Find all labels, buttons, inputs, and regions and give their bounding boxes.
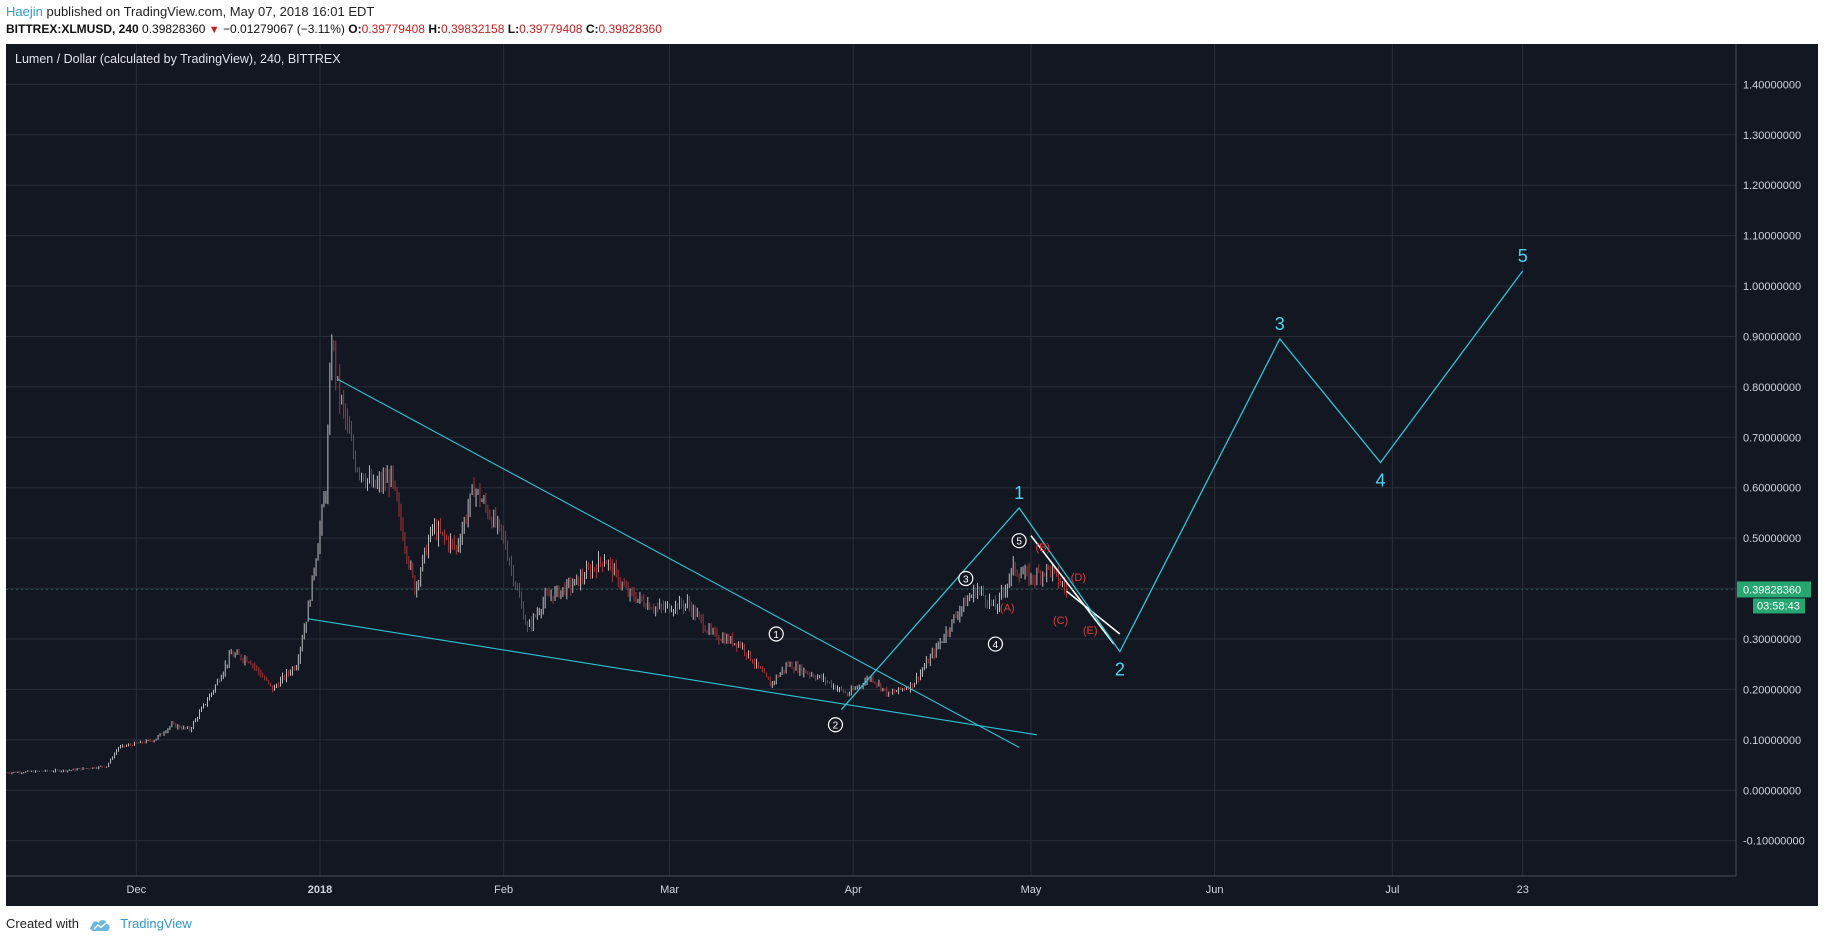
abcde-label: (C) [1053, 615, 1068, 627]
countdown-tag [1753, 598, 1805, 614]
last-price-tag [1737, 581, 1811, 598]
last-price: 0.39828360 [142, 22, 206, 36]
publish-info: Haejin published on TradingView.com, May… [6, 4, 374, 19]
countdown-label: 03:58:43 [1757, 600, 1800, 612]
low-value: 0.39779408 [519, 22, 583, 36]
wave-label: 4 [1376, 471, 1386, 491]
subwave-label: 5 [1016, 537, 1022, 548]
x-tick-label: Dec [127, 884, 147, 896]
x-tick-label: Feb [494, 884, 513, 896]
chart-panel[interactable]: 1 2 3 4 5 1 2 3 4 5 (A) (B) (C) (D) (E) 1.40000000 1.30… [6, 44, 1818, 906]
abcde-label: (A) [1000, 602, 1015, 614]
subwave-circle [827, 717, 844, 733]
y-tick-label: 1.20000000 [1743, 180, 1801, 192]
wave-label: 3 [1275, 314, 1285, 334]
symbol-info-bar: BITTREX:XLMUSD, 240 0.39828360 ▼ −0.0127… [6, 22, 662, 36]
y-tick-label: 1.10000000 [1743, 231, 1801, 243]
low-label: L: [507, 22, 520, 36]
subwave-circle [768, 626, 784, 642]
tradingview-cloud-icon [89, 919, 110, 931]
high-label: H: [428, 22, 441, 36]
y-tick-label: 0.70000000 [1743, 432, 1801, 444]
trendlines [308, 270, 1524, 748]
wave-labels: 1 2 3 4 5 1 2 3 4 5 (A) (B) (C) (D) (E) [768, 246, 1528, 733]
y-tick-label: -0.10000000 [1743, 836, 1805, 848]
abcde-label: (E) [1083, 625, 1098, 637]
tradingview-link[interactable]: TradingView [120, 916, 192, 931]
down-arrow-icon: ▼ [208, 24, 220, 36]
close-label: C: [585, 22, 599, 36]
grid [6, 44, 1736, 876]
wave-label: 5 [1518, 246, 1528, 266]
author-link[interactable]: Haejin [6, 4, 43, 19]
y-tick-label: 1.00000000 [1743, 281, 1801, 293]
y-tick-label: 0.30000000 [1743, 634, 1801, 646]
close-value: 0.39828360 [598, 22, 662, 36]
x-tick-label: Mar [660, 884, 679, 896]
y-tick-label: 1.30000000 [1743, 130, 1801, 142]
x-tick-label: Jun [1206, 884, 1224, 896]
y-tick-label: 0.00000000 [1743, 785, 1801, 797]
subwave-label: 1 [773, 630, 779, 641]
candles [6, 334, 1067, 775]
chart-title: Lumen / Dollar (calculated by TradingVie… [15, 52, 341, 66]
axes: 1.40000000 1.30000000 1.20000000 1.10000000… [6, 44, 1811, 896]
abcde-label: (D) [1071, 572, 1086, 584]
x-tick-label: 23 [1517, 884, 1529, 896]
y-tick-label: 0.10000000 [1743, 735, 1801, 747]
wave-label: 1 [1014, 483, 1024, 503]
footer: Created with TradingView [6, 916, 192, 932]
subwave-circle [1011, 533, 1027, 549]
subwave-label: 2 [833, 721, 839, 732]
created-with-text: Created with [6, 916, 79, 931]
trendline [1030, 535, 1115, 645]
high-value: 0.39832158 [441, 22, 505, 36]
open-label: O: [348, 22, 362, 36]
abcde-label: (B) [1035, 542, 1050, 554]
y-tick-label: 0.20000000 [1743, 684, 1801, 696]
open-value: 0.39779408 [361, 22, 425, 36]
trendline [308, 618, 1037, 736]
y-tick-label: 0.80000000 [1743, 382, 1801, 394]
y-tick-label: 0.50000000 [1743, 533, 1801, 545]
wave-label: 2 [1115, 660, 1125, 680]
subwave-label: 3 [963, 574, 969, 585]
subwave-circle [958, 570, 974, 587]
subwave-label: 4 [993, 640, 999, 651]
y-tick-label: 1.40000000 [1743, 79, 1801, 91]
projected-wave [840, 270, 1524, 711]
x-tick-label: May [1021, 884, 1042, 896]
y-tick-label: 0.60000000 [1743, 483, 1801, 495]
subwave-circle [987, 636, 1004, 652]
price-change: −0.01279067 (−3.11%) [223, 22, 345, 36]
published-text: published on TradingView.com, May 07, 20… [46, 4, 375, 19]
x-tick-label: Jul [1385, 884, 1399, 896]
symbol-name: BITTREX:XLMUSD, 240 [6, 22, 139, 36]
trendline [337, 378, 1020, 748]
x-tick-label: 2018 [308, 884, 332, 896]
y-tick-label: 0.90000000 [1743, 331, 1801, 343]
last-price-label: 0.39828360 [1743, 584, 1801, 596]
x-tick-label: Apr [845, 884, 862, 896]
